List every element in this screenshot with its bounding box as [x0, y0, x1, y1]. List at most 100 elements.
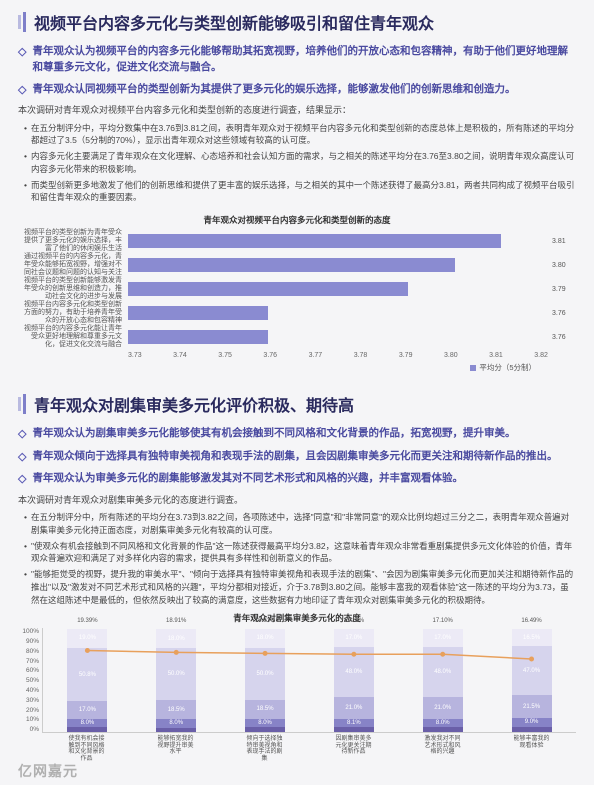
dot-icon: • [24, 150, 27, 176]
chart-2-col: 8.0%17.0%50.8%19.0%19.39% [67, 628, 107, 732]
chart-2-seg: 18.0% [156, 629, 196, 648]
chart-1-bar [128, 306, 268, 320]
dot-icon: • [24, 122, 27, 148]
sub-bullet-text: 在五分制评分中，所有陈述的平均分在3.73到3.82之间，各项陈述中，选择"同意… [31, 511, 576, 537]
bullet-text: 青年观众倾向于选择具有独特审美视角和表现手法的剧集，且会因剧集审美多元化而更关注… [32, 449, 557, 466]
chart-1-row: 视频平台的类型创新能够激发青年受众的创新思维和创造力，推动社会文化的进步与发展3… [128, 280, 576, 298]
bullet-mark-icon: ◇ [18, 82, 26, 99]
heading-1-title: 视频平台内容多元化与类型创新能够吸引和留住青年观众 [34, 10, 434, 34]
chart-2-seg: 21.5% [512, 695, 552, 717]
chart-2-seg: 17.0% [67, 701, 107, 719]
chart-1-bar [128, 234, 501, 248]
bullet-text: 青年观众认为剧集审美多元化能够使其有机会接触到不同风格和文化背景的作品，拓宽视野… [32, 426, 515, 443]
dot-icon: • [24, 568, 27, 606]
chart-1-bar [128, 330, 268, 344]
sub-bullet: •在五分制评分中，平均分数集中在3.76到3.81之间，表明青年观众对于视频平台… [24, 122, 576, 148]
chart-1-label: 通过视频平台的内容多元化，青年受众能够拓宽视野，增强对不同社会议题和问题的认知与… [18, 253, 126, 276]
chart-2-seg: 8.1% [334, 719, 374, 727]
chart-2-seg: 8.0% [245, 719, 285, 727]
sub-bullet: •"使观众有机会接触到不同风格和文化背景的作品"这一陈述获得最高平均分3.82，… [24, 540, 576, 566]
chart-1-xaxis: 3.733.743.753.763.773.783.793.803.813.82 [128, 352, 548, 359]
section-2-intro: 本次调研对青年观众对剧集审美多元化的态度进行调查。 [18, 494, 576, 508]
bullet: ◇ 青年观众认为剧集审美多元化能够使其有机会接触到不同风格和文化背景的作品，拓宽视… [18, 426, 576, 443]
sub-bullet-text: "使观众有机会接触到不同风格和文化背景的作品"这一陈述获得最高平均分3.82，这… [31, 540, 576, 566]
chart-2-xlabel: 使我有机会接触到不同风格和文化背景的作品 [67, 736, 107, 762]
sub-bullet-text: 而类型创新更多地激发了他们的创新思维和提供了更丰富的娱乐选择，与之相关的其中一个… [31, 179, 576, 205]
chart-2-seg: 18.5% [156, 700, 196, 719]
chart-2-seg: 16.5% [512, 629, 552, 646]
chart-2-top-label: 16.49% [512, 618, 552, 624]
bullet-text: 青年观众认同视频平台的类型创新为其提供了更多元化的娱乐选择，能够激发他们的创新思… [32, 82, 515, 99]
sub-bullet: •而类型创新更多地激发了他们的创新思维和提供了更丰富的娱乐选择，与之相关的其中一… [24, 179, 576, 205]
bullet-mark-icon: ◇ [18, 426, 26, 443]
chart-2-seg: 8.0% [67, 719, 107, 727]
chart-2-col: 8.0%18.5%50.0%18.0%18.91% [156, 628, 196, 732]
chart-2-top-label: 17.10% [423, 618, 463, 624]
chart-2-top-label: 18.91% [156, 618, 196, 624]
chart-1-legend: 平均分（5分制） [128, 362, 536, 373]
chart-1: 青年观众对视频平台内容多元化和类型创新的态度 视频平台的类型创新为青年受众提供了… [18, 210, 576, 377]
chart-1-label: 视频平台的类型创新为青年受众提供了更多元化的娱乐选择，丰富了他们的休闲娱乐生活 [18, 229, 126, 252]
chart-1-title: 青年观众对视频平台内容多元化和类型创新的态度 [18, 214, 576, 226]
chart-2-seg: 21.0% [334, 697, 374, 719]
chart-2-xlabel: 激发我对不同艺术形式和风格的兴趣 [423, 736, 463, 762]
sub-bullet: •"能够拒觉受的视野，提升我的审美水平"、"倾向于选择具有独特审美视角和表现手法… [24, 568, 576, 606]
sub-bullet-text: 内容多元化主要满足了青年观众在文化理解、心态培养和社会认知方面的需求，与之相关的… [31, 150, 576, 176]
sub-bullet-text: "能够拒觉受的视野，提升我的审美水平"、"倾向于选择具有独特审美视角和表现手法的… [31, 568, 576, 606]
bullet: ◇青年观众认为视频平台的内容多元化能够帮助其拓宽视野，培养他们的开放心态和包容精… [18, 44, 576, 76]
chart-2-xlabel: 能够拓宽我的视野提升审美水平 [156, 736, 196, 762]
bullet-mark-icon: ◇ [18, 44, 26, 76]
chart-2: 青年观众对剧集审美多元化的态度 100%90%80%70%60%50%40%30… [18, 612, 576, 752]
chart-2-seg: 48.0% [423, 647, 463, 697]
bullet-mark-icon: ◇ [18, 471, 26, 488]
sub-bullet: •内容多元化主要满足了青年观众在文化理解、心态培养和社会认知方面的需求，与之相关… [24, 150, 576, 176]
chart-1-row: 视频平台的类型创新为青年受众提供了更多元化的娱乐选择，丰富了他们的休闲娱乐生活3… [128, 232, 576, 250]
heading-2-title: 青年观众对剧集审美多元化评价积极、期待高 [34, 392, 354, 416]
chart-1-label: 视频平台的内容多元化能让青年受众更好地理解和尊重多元文化，促进文化交流与融合 [18, 325, 126, 348]
heading-2: 青年观众对剧集审美多元化评价积极、期待高 [18, 392, 576, 416]
bullet: ◇ 青年观众认为审美多元化的剧集能够激发其对不同艺术形式和风格的兴趣，并丰富观看体… [18, 471, 576, 488]
chart-2-yaxis: 100%90%80%70%60%50%40%30%20%10%0% [18, 628, 42, 733]
chart-1-label: 视频平台的类型创新能够激发青年受众的创新思维和创造力，推动社会文化的进步与发展 [18, 277, 126, 300]
chart-2-top-label: 17.10% [334, 618, 374, 624]
section-1: 视频平台内容多元化与类型创新能够吸引和留住青年观众 ◇青年观众认为视频平台的内容… [0, 0, 594, 382]
chart-1-label: 视频平台内容多元化和类型创新方面的努力，有助于培养青年受众的开放心态和包容精神 [18, 301, 126, 324]
chart-2-seg [156, 728, 196, 733]
chart-1-value: 3.76 [552, 310, 566, 317]
chart-2-xlabel: 倾向于选择独特审美视角和表现手法的剧集 [245, 736, 285, 762]
chart-2-seg: 18.0% [245, 629, 285, 648]
chart-2-seg: 50.0% [156, 648, 196, 700]
section-1-intro: 本次调研对青年观众对视频平台内容多元化和类型创新的态度进行调查，结果显示： [18, 104, 576, 118]
chart-2-seg: 50.8% [67, 648, 107, 701]
chart-2-col: 9.0%21.5%47.0%16.5%16.49% [512, 628, 552, 732]
dot-icon: • [24, 511, 27, 537]
chart-2-seg: 9.0% [512, 718, 552, 727]
chart-2-seg [245, 727, 285, 732]
chart-2-seg: 17.0% [334, 629, 374, 647]
chart-2-col: 8.0%18.5%50.0%18.0%18.91% [245, 628, 285, 732]
bullet-mark-icon: ◇ [18, 449, 26, 466]
chart-2-col: 8.0%21.0%48.0%17.0%17.10% [423, 628, 463, 732]
chart-2-top-label: 19.39% [67, 618, 107, 624]
chart-1-row: 视频平台的内容多元化能让青年受众更好地理解和尊重多元文化，促进文化交流与融合3.… [128, 328, 576, 346]
chart-2-seg: 18.5% [245, 700, 285, 719]
chart-2-seg: 17.0% [423, 629, 463, 647]
chart-1-row: 视频平台内容多元化和类型创新方面的努力，有助于培养青年受众的开放心态和包容精神3… [128, 304, 576, 322]
dot-icon: • [24, 179, 27, 205]
chart-2-col: 8.1%21.0%48.0%17.0%17.10% [334, 628, 374, 732]
heading-bars-icon [18, 394, 26, 414]
bullet: ◇ 青年观众倾向于选择具有独特审美视角和表现手法的剧集，且会因剧集审美多元化而更关… [18, 449, 576, 466]
chart-2-seg: 19.0% [67, 629, 107, 649]
chart-2-seg: 8.0% [423, 719, 463, 727]
chart-2-seg: 8.0% [156, 719, 196, 727]
sub-bullet-text: 在五分制评分中，平均分数集中在3.76到3.81之间，表明青年观众对于视频平台内… [31, 122, 576, 148]
heading-bars-icon [18, 12, 26, 32]
chart-1-bar [128, 282, 408, 296]
section-2: 青年观众对剧集审美多元化评价积极、期待高 ◇ 青年观众认为剧集审美多元化能够使其有… [0, 382, 594, 757]
chart-2-seg [334, 727, 374, 732]
chart-2-seg [67, 727, 107, 732]
bullet-text: 青年观众认为审美多元化的剧集能够激发其对不同艺术形式和风格的兴趣，并丰富观看体验… [32, 471, 463, 488]
chart-2-xlabel: 能够丰富我的观看体验 [512, 736, 552, 762]
chart-2-line [43, 628, 576, 733]
chart-1-value: 3.76 [552, 334, 566, 341]
